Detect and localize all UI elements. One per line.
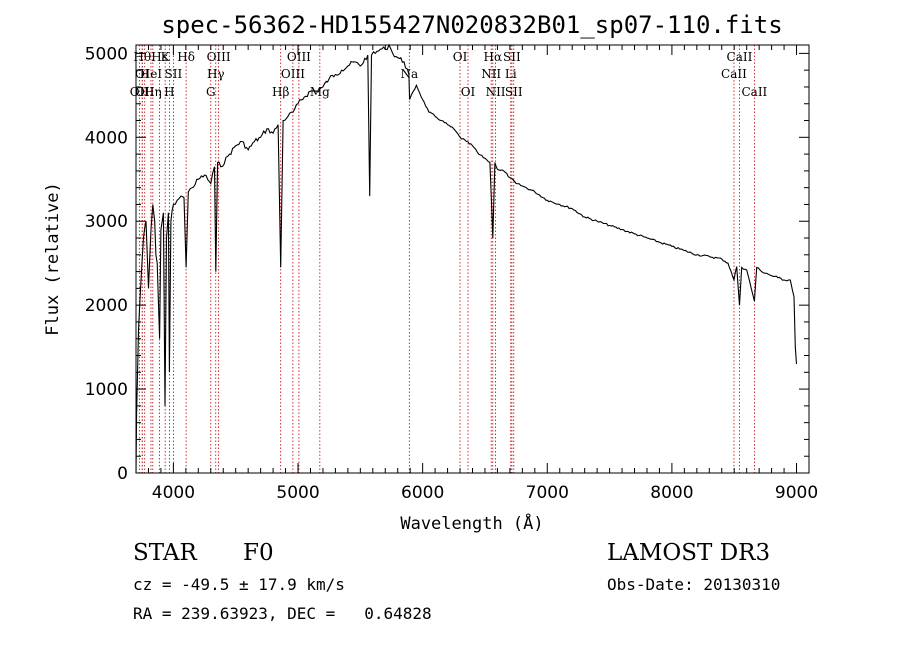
y-axis-ticks: 0 1000 2000 3000 4000 5000 xyxy=(85,44,809,484)
line-label: Hα xyxy=(484,50,503,64)
line-label: NII xyxy=(486,85,506,99)
y-tick-label: 0 xyxy=(117,464,128,484)
x-tick-label: 9000 xyxy=(775,483,818,503)
line-label: OII xyxy=(130,85,150,99)
line-label: SII xyxy=(503,50,521,64)
y-tick-label: 5000 xyxy=(85,44,128,64)
line-label: NII xyxy=(481,67,501,81)
line-label: Hγ xyxy=(207,67,225,81)
line-label: K xyxy=(161,50,171,64)
y-tick-label: 2000 xyxy=(85,296,128,316)
x-tick-label: 6000 xyxy=(401,483,444,503)
line-label: CaII xyxy=(721,67,747,81)
survey-name: LAMOST DR3 xyxy=(607,540,771,566)
object-class: STAR xyxy=(133,540,197,566)
spectral-line-labels: OIIHθOIOIIHηHeIHεKHSIIHδGHγOIIIHβOIIIOII… xyxy=(130,50,768,99)
chart-title: spec-56362-HD155427N020832B01_sp07-110.f… xyxy=(161,11,782,39)
line-label: SII xyxy=(165,67,183,81)
line-label: OI xyxy=(453,50,468,64)
line-label: OI xyxy=(461,85,476,99)
line-label: Li xyxy=(505,67,517,81)
x-tick-label: 4000 xyxy=(152,483,195,503)
line-label: Hε xyxy=(151,50,168,64)
line-label: OIII xyxy=(207,50,231,64)
y-tick-label: 4000 xyxy=(85,128,128,148)
y-axis-label: Flux (relative) xyxy=(43,182,63,336)
spectrum-line xyxy=(135,43,798,474)
line-label: Hδ xyxy=(177,50,195,64)
line-label: OIII xyxy=(287,50,311,64)
line-label: G xyxy=(206,85,216,99)
x-tick-label: 5000 xyxy=(276,483,319,503)
redshift-velocity: cz = -49.5 ± 17.9 km/s xyxy=(133,575,345,594)
y-tick-label: 3000 xyxy=(85,212,128,232)
line-label: OII xyxy=(135,85,155,99)
line-label: HeI xyxy=(140,67,163,81)
plot-frame xyxy=(135,44,810,474)
coordinates: RA = 239.63923, DEC = 0.64828 xyxy=(133,604,432,623)
line-label: SII xyxy=(505,85,523,99)
line-label: Mg xyxy=(310,85,330,99)
observation-date: Obs-Date: 20130310 xyxy=(607,575,781,594)
object-subclass: F0 xyxy=(243,540,274,566)
line-label: Hη xyxy=(144,85,162,99)
y-tick-label: 1000 xyxy=(85,380,128,400)
spectral-line-markers xyxy=(138,45,755,473)
line-label: CaII xyxy=(727,50,753,64)
x-axis-ticks: 4000 5000 6000 7000 8000 9000 xyxy=(135,45,818,503)
line-label: CaII xyxy=(741,85,767,99)
line-label: Hβ xyxy=(272,85,289,99)
line-label: OIII xyxy=(281,67,305,81)
x-axis-label: Wavelength (Å) xyxy=(400,512,543,534)
x-tick-label: 7000 xyxy=(526,483,569,503)
x-tick-label: 8000 xyxy=(650,483,693,503)
line-label: H xyxy=(164,85,174,99)
